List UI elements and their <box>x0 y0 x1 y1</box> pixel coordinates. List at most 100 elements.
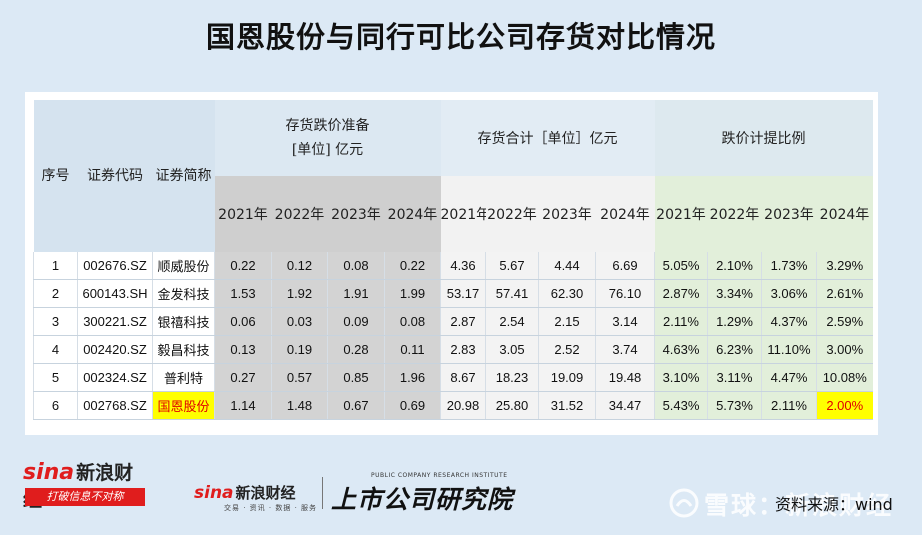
header-ratio-year: 2023年 <box>761 176 817 252</box>
cell-inventory: 5.67 <box>485 252 539 280</box>
header-reserve-unit: [单位] 亿元 <box>291 142 364 158</box>
cell-reserve: 0.11 <box>384 335 441 364</box>
cell-reserve: 1.96 <box>384 363 441 392</box>
cell-ratio: 2.11% <box>761 391 817 420</box>
cell-reserve: 0.13 <box>214 335 272 364</box>
cell-ratio: 3.11% <box>707 363 762 392</box>
cell-ratio: 2.10% <box>707 252 762 280</box>
header-inventory-year: 2022年 <box>485 176 539 252</box>
comparison-table-panel: 序号 证券代码 证券简称 存货跌价准备 [单位] 亿元 存货合计［单位］亿元 跌… <box>25 92 878 435</box>
cell-inventory: 3.14 <box>595 307 655 336</box>
cell-name-highlight: 国恩股份 <box>152 391 215 420</box>
sina-cn-text-small: 新浪财经 <box>235 484 296 502</box>
cell-ratio: 5.43% <box>654 391 708 420</box>
header-seq: 序号 <box>33 100 78 252</box>
cell-ratio: 2.11% <box>654 307 708 336</box>
sina-finance-logo-small: sina 新浪财经 交易 · 资讯 · 数据 · 服务 <box>194 482 319 512</box>
table-row-highlighted: 6 002768.SZ 国恩股份 1.14 1.48 0.67 0.69 20.… <box>33 391 873 420</box>
header-inventory-group: 存货合计［单位］亿元 <box>440 100 655 176</box>
cell-ratio: 2.87% <box>654 279 708 308</box>
cell-reserve: 0.08 <box>384 307 441 336</box>
sina-logo-mark-small: sina 新浪财经 <box>194 482 319 503</box>
cell-seq: 5 <box>33 363 78 392</box>
cell-code: 002324.SZ <box>77 363 153 392</box>
cell-code: 002676.SZ <box>77 252 153 280</box>
cell-ratio: 3.00% <box>816 335 873 364</box>
cell-inventory: 8.67 <box>440 363 486 392</box>
cell-reserve: 0.19 <box>271 335 328 364</box>
cell-code: 600143.SH <box>77 279 153 308</box>
cell-inventory: 3.05 <box>485 335 539 364</box>
cell-ratio: 10.08% <box>816 363 873 392</box>
cell-reserve: 0.12 <box>271 252 328 280</box>
cell-reserve: 1.48 <box>271 391 328 420</box>
cell-inventory: 62.30 <box>538 279 596 308</box>
cell-ratio: 4.63% <box>654 335 708 364</box>
data-source-note: 资料来源：wind <box>775 495 893 514</box>
header-ratio-year: 2021年 <box>654 176 708 252</box>
cell-inventory: 53.17 <box>440 279 486 308</box>
cell-ratio: 6.23% <box>707 335 762 364</box>
snowball-watermark-icon <box>669 488 699 518</box>
cell-ratio: 4.47% <box>761 363 817 392</box>
cell-inventory: 18.23 <box>485 363 539 392</box>
cell-reserve: 0.22 <box>384 252 441 280</box>
cell-inventory: 3.74 <box>595 335 655 364</box>
cell-inventory: 76.10 <box>595 279 655 308</box>
header-inventory-year: 2021年 <box>440 176 486 252</box>
cell-seq: 3 <box>33 307 78 336</box>
cell-ratio: 1.29% <box>707 307 762 336</box>
cell-reserve: 1.14 <box>214 391 272 420</box>
cell-reserve: 1.99 <box>384 279 441 308</box>
cell-inventory: 57.41 <box>485 279 539 308</box>
cell-inventory: 34.47 <box>595 391 655 420</box>
sina-brand-text: sina <box>23 460 75 485</box>
header-inventory-year: 2024年 <box>595 176 655 252</box>
inventory-comparison-table: 序号 证券代码 证券简称 存货跌价准备 [单位] 亿元 存货合计［单位］亿元 跌… <box>33 100 873 420</box>
cell-seq: 2 <box>33 279 78 308</box>
header-ratio-year: 2024年 <box>816 176 873 252</box>
cell-inventory: 20.98 <box>440 391 486 420</box>
header-reserve-group: 存货跌价准备 [单位] 亿元 <box>214 100 441 176</box>
cell-ratio: 3.34% <box>707 279 762 308</box>
logo-divider <box>322 477 323 509</box>
cell-code: 002768.SZ <box>77 391 153 420</box>
cell-reserve: 1.91 <box>327 279 385 308</box>
header-inventory-year: 2023年 <box>538 176 596 252</box>
cell-inventory: 19.48 <box>595 363 655 392</box>
cell-reserve: 0.03 <box>271 307 328 336</box>
cell-reserve: 0.57 <box>271 363 328 392</box>
cell-inventory: 2.15 <box>538 307 596 336</box>
sina-slogan: 打破信息不对称 <box>25 488 145 506</box>
institute-en-text: PUBLIC COMPANY RESEARCH INSTITUTE <box>371 472 508 479</box>
sina-services-text: 交易 · 资讯 · 数据 · 服务 <box>224 504 318 512</box>
cell-name: 金发科技 <box>152 279 215 308</box>
cell-inventory: 4.36 <box>440 252 486 280</box>
cell-name: 银禧科技 <box>152 307 215 336</box>
cell-ratio: 3.29% <box>816 252 873 280</box>
header-reserve-year: 2021年 <box>214 176 272 252</box>
cell-seq: 6 <box>33 391 78 420</box>
cell-ratio: 2.59% <box>816 307 873 336</box>
table-row: 5 002324.SZ 普利特 0.27 0.57 0.85 1.96 8.67… <box>33 363 873 392</box>
cell-reserve: 0.27 <box>214 363 272 392</box>
cell-seq: 4 <box>33 335 78 364</box>
cell-reserve: 0.67 <box>327 391 385 420</box>
header-name: 证券简称 <box>152 100 215 252</box>
cell-reserve: 0.22 <box>214 252 272 280</box>
cell-reserve: 0.09 <box>327 307 385 336</box>
snowball-watermark: 雪球：新浪财经 <box>704 491 894 520</box>
cell-inventory: 25.80 <box>485 391 539 420</box>
cell-reserve: 1.53 <box>214 279 272 308</box>
cell-ratio-highlight: 2.00% <box>816 391 873 420</box>
cell-ratio: 11.10% <box>761 335 817 364</box>
cell-seq: 1 <box>33 252 78 280</box>
table-row: 4 002420.SZ 毅昌科技 0.13 0.19 0.28 0.11 2.8… <box>33 335 873 364</box>
cell-inventory: 19.09 <box>538 363 596 392</box>
institute-cn-text: 上市公司研究院 <box>331 485 514 514</box>
table-row: 2 600143.SH 金发科技 1.53 1.92 1.91 1.99 53.… <box>33 279 873 308</box>
sina-brand-text-small: sina <box>194 483 234 503</box>
cell-reserve: 0.85 <box>327 363 385 392</box>
table-row: 3 300221.SZ 银禧科技 0.06 0.03 0.09 0.08 2.8… <box>33 307 873 336</box>
